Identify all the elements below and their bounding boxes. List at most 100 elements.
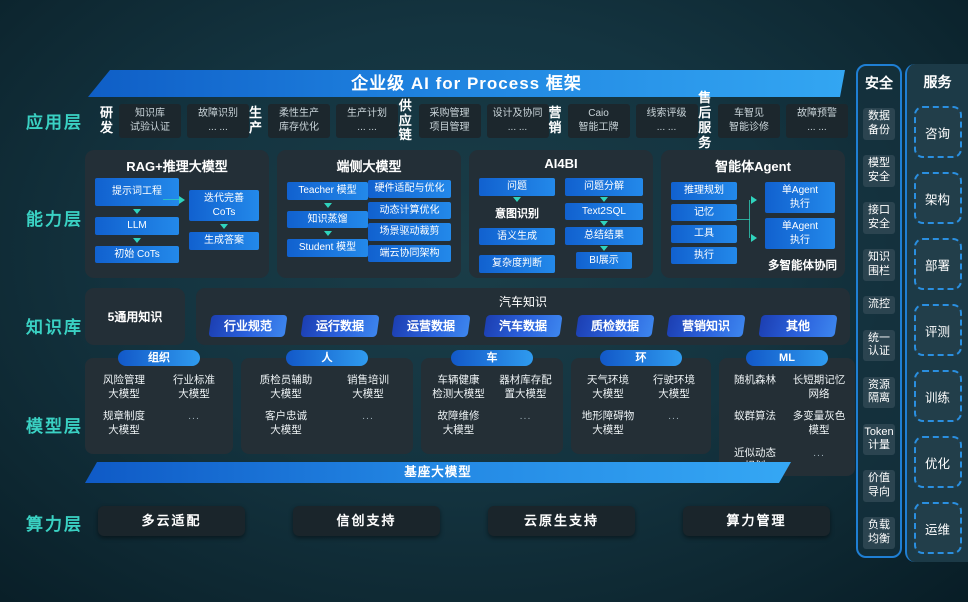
security-item: 价值 导向 bbox=[863, 470, 895, 502]
knowledge-chip: 行业规范 bbox=[208, 315, 288, 337]
feature-item: 场景驱动裁剪 bbox=[368, 223, 451, 241]
application-layer-row: 研发 知识库 试验认证 故障识别 ... ... 生产 柔性生产 库存优化 生产… bbox=[100, 90, 848, 150]
arrow-down-icon bbox=[133, 209, 141, 214]
model-cells: 风险管理 大模型 行业标准 大模型 规章制度 大模型 ... bbox=[85, 358, 233, 444]
model-cells: 天气环境 大模型 行驶环境 大模型 地形障碍物 大模型 ... bbox=[571, 358, 711, 444]
service-item: 架构 bbox=[913, 172, 962, 224]
agent-exec-node: 单Agent 执行 bbox=[765, 218, 835, 249]
feature-item: 硬件适配与优化 bbox=[368, 180, 451, 198]
flow-node: 知识蒸馏 bbox=[287, 210, 369, 228]
model-group-pill: ML bbox=[746, 350, 828, 366]
capability-box-edge-model: 端侧大模型 Teacher 模型 知识蒸馏 Student 模型 硬件适配与优化… bbox=[277, 150, 461, 278]
flow-node: 问题分解 bbox=[565, 178, 643, 196]
knowledge-chip-label: 其他 bbox=[785, 319, 810, 333]
connector-line bbox=[163, 199, 179, 200]
service-item: 运维 bbox=[913, 502, 962, 554]
title-banner: 企业级 AI for Process 框架 bbox=[88, 70, 845, 97]
capability-box-title: 端侧大模型 bbox=[336, 159, 402, 174]
flow-node: 复杂度判断 bbox=[479, 255, 555, 273]
agent-component: 记忆 bbox=[671, 203, 737, 221]
flow-node: LLM bbox=[95, 217, 179, 235]
knowledge-chip-label: 营销知识 bbox=[682, 319, 731, 333]
flow-node: 总结结果 bbox=[565, 227, 643, 245]
arrow-down-icon bbox=[600, 245, 608, 251]
knowledge-chip: 汽车数据 bbox=[483, 315, 563, 337]
flow-node: 问题 bbox=[479, 178, 555, 196]
service-item: 咨询 bbox=[913, 106, 962, 158]
edge-right-column: 硬件适配与优化 动态计算优化 场景驱动裁剪 端云协同架构 bbox=[368, 178, 451, 272]
flow-node: Teacher 模型 bbox=[287, 182, 369, 200]
ai4bi-left-column: 问题 意图识别 语义生成 复杂度判断 bbox=[479, 178, 555, 273]
layer-label-capability: 能力层 bbox=[26, 210, 83, 229]
model-cell-ellipsis: ... bbox=[188, 410, 200, 423]
app-chip: Caio 智能工牌 bbox=[567, 104, 630, 138]
knowledge-chip: 运行数据 bbox=[300, 315, 380, 337]
arrow-right-icon bbox=[751, 234, 757, 242]
knowledge-chip-label: 运行数据 bbox=[315, 319, 364, 333]
app-group-name: 营销 bbox=[548, 105, 562, 135]
ai4bi-right-column: 问题分解 Text2SQL 总结结果 BI展示 bbox=[565, 178, 643, 272]
app-chip: 故障识别 ... ... bbox=[187, 104, 250, 138]
app-chip: 柔性生产 库存优化 bbox=[268, 104, 331, 138]
security-header: 安全 bbox=[865, 75, 893, 91]
security-item: Token 计量 bbox=[863, 423, 895, 455]
app-group-name: 研发 bbox=[100, 105, 114, 135]
page-title: 企业级 AI for Process 框架 bbox=[351, 74, 582, 93]
layer-label-application: 应用层 bbox=[26, 113, 83, 132]
agent-right-column: 单Agent 执行 单Agent 执行 bbox=[765, 182, 835, 272]
app-chip: 采购管理 项目管理 bbox=[418, 104, 481, 138]
model-cell: 质检员辅助 大模型 bbox=[259, 374, 313, 400]
app-chip: 设计及协同 ... ... bbox=[486, 104, 549, 138]
security-item: 资源 隔离 bbox=[863, 376, 895, 409]
app-chip: 线索评级 ... ... bbox=[635, 104, 698, 138]
service-item: 训练 bbox=[913, 370, 962, 422]
feature-item: 动态计算优化 bbox=[368, 201, 451, 219]
security-item: 数据 备份 bbox=[863, 108, 895, 140]
knowledge-chip: 营销知识 bbox=[666, 315, 746, 337]
arrow-down-icon bbox=[600, 196, 608, 202]
arrow-down-icon bbox=[323, 231, 332, 236]
knowledge-chip-label: 行业规范 bbox=[223, 319, 272, 333]
knowledge-chip-label: 运营数据 bbox=[407, 319, 456, 333]
app-group-rd: 研发 知识库 试验认证 故障识别 ... ... bbox=[100, 104, 250, 138]
rag-right-column: 迭代完善 CoTs 生成答案 bbox=[189, 190, 259, 272]
model-cell: 地形障碍物 大模型 bbox=[581, 410, 635, 436]
knowledge-chip: 质检数据 bbox=[575, 315, 655, 337]
agent-component: 推理规划 bbox=[671, 182, 737, 200]
app-group-marketing: 营销 Caio 智能工牌 线索评级 ... ... bbox=[549, 104, 698, 138]
model-cell: 行业标准 大模型 bbox=[173, 374, 215, 400]
model-cell-ellipsis: ... bbox=[519, 410, 532, 423]
rag-flow: 提示词工程 LLM 初始 CoTs 迭代完善 CoTs 生成答案 bbox=[85, 178, 269, 272]
model-cell: 风险管理 大模型 bbox=[103, 374, 145, 400]
model-group-pill: 环 bbox=[600, 350, 682, 366]
arrow-down-icon bbox=[220, 224, 228, 229]
app-group-name: 售后服务 bbox=[698, 90, 712, 150]
capability-box-title: RAG+推理大模型 bbox=[126, 159, 228, 174]
security-item: 接口 安全 bbox=[863, 202, 895, 234]
layer-label-model: 模型层 bbox=[26, 417, 83, 436]
compute-item-cloudnative: 云原生支持 bbox=[488, 506, 635, 536]
model-cell: 器材库存配 置大模型 bbox=[499, 374, 552, 400]
foundation-model-banner: 基座大模型 bbox=[85, 462, 791, 483]
app-group-aftersales: 售后服务 车智见 智能诊修 故障预警 ... ... bbox=[698, 90, 848, 151]
app-chip: 车智见 智能诊修 bbox=[717, 104, 780, 138]
model-cell-ellipsis: ... bbox=[668, 410, 680, 423]
model-cell: 多变量灰色 模型 bbox=[792, 410, 846, 436]
flow-node: 初始 CoTs bbox=[95, 245, 179, 263]
ai4bi-flow: 问题 意图识别 语义生成 复杂度判断 问题分解 Text2SQL 总结结果 BI… bbox=[469, 178, 653, 273]
app-chip: 知识库 试验认证 bbox=[119, 104, 182, 138]
layer-label-knowledge: 知识库 bbox=[26, 318, 83, 337]
capability-box-title: AI4BI bbox=[544, 156, 578, 171]
app-chip: 故障预警 ... ... bbox=[785, 104, 848, 138]
app-group-production: 生产 柔性生产 库存优化 生产计划 ... ... bbox=[249, 104, 399, 138]
auto-knowledge-box: 汽车知识 行业规范 运行数据 运营数据 汽车数据 质检数据 营销知识 其他 bbox=[196, 288, 850, 345]
auto-knowledge-title: 汽车知识 bbox=[498, 295, 547, 309]
arrow-down-icon bbox=[133, 237, 141, 243]
capability-box-rag: RAG+推理大模型 提示词工程 LLM 初始 CoTs 迭代完善 CoTs 生成… bbox=[85, 150, 269, 278]
capability-box-ai4bi: AI4BI 问题 意图识别 语义生成 复杂度判断 问题分解 Text2SQL 总… bbox=[469, 150, 653, 278]
security-item: 统一 认证 bbox=[863, 329, 895, 362]
security-item: 知识 围栏 bbox=[863, 249, 895, 281]
model-cells: 车辆健康 检测大模型 器材库存配 置大模型 故障维修 大模型 ... bbox=[421, 358, 563, 444]
flow-node: 生成答案 bbox=[189, 232, 259, 250]
